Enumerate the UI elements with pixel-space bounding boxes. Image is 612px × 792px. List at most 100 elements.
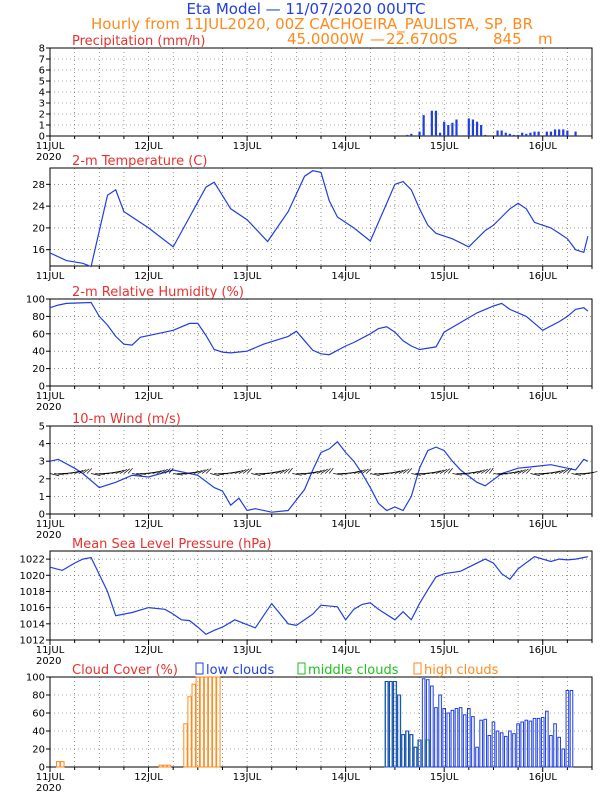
precip-bar: [455, 119, 458, 136]
y-tick-label: 16: [32, 245, 45, 256]
low-clouds-bar: [450, 709, 455, 768]
panel-temperature: 16 20 24 28 11JUL 12JUL 13JUL 14JUL 15JUL 16JUL 2-…: [32, 154, 593, 282]
precip-bar: [475, 121, 479, 136]
low-clouds-bar: [475, 746, 479, 768]
wind-arrow: [132, 473, 142, 476]
year-label: 2020: [36, 656, 61, 667]
y-tick-label: 80: [32, 312, 45, 323]
x-tick-label: 12JUL: [134, 519, 163, 530]
y-tick-label: 60: [32, 329, 45, 340]
wind-arrow: [521, 468, 529, 474]
wind-arrow: [296, 473, 307, 475]
year-label: 2020: [36, 783, 61, 792]
wind-arrow: [173, 473, 183, 476]
high-clouds-bar: [216, 676, 221, 768]
x-tick-label: 12JUL: [134, 391, 163, 402]
wind-arrow: [156, 469, 165, 474]
precip-bar: [516, 134, 520, 136]
x-tick-label: 15JUL: [430, 772, 459, 783]
low-clouds-bar: [491, 721, 496, 768]
x-tick-label: 14JUL: [331, 271, 360, 282]
low-clouds-bar: [512, 733, 516, 768]
wind-arrow: [427, 471, 438, 474]
y-tick-label: 20: [32, 223, 45, 234]
low-clouds-bar: [413, 746, 418, 768]
low-clouds-bar: [557, 736, 561, 768]
x-tick-label: 16JUL: [528, 141, 557, 152]
wind-arrow: [70, 470, 80, 474]
wind-arrow: [115, 469, 125, 474]
wind-arrow: [238, 469, 247, 474]
precip-bar: [508, 133, 511, 136]
panel-title: 10-m Wind (m/s): [72, 412, 181, 427]
y-tick-label: 20: [32, 364, 45, 375]
humidity-line: [49, 301, 589, 356]
y-tick-label: 0: [39, 382, 45, 393]
wind-arrow: [152, 470, 162, 474]
y-tick-label: 2: [39, 474, 45, 485]
wind-arrow: [177, 473, 188, 475]
x-tick-label: 14JUL: [331, 645, 360, 656]
wind-arrow: [435, 469, 445, 474]
y-tick-label: 3: [39, 457, 45, 468]
wind-arrow: [554, 469, 564, 474]
x-tick-label: 11JUL: [36, 645, 65, 656]
precip-bar: [504, 132, 507, 136]
precip-bar: [480, 125, 483, 136]
precip-bar: [512, 134, 516, 136]
x-tick-label: 14JUL: [331, 772, 360, 783]
wind-arrow: [214, 473, 225, 476]
low-clouds-bar: [446, 712, 451, 768]
precip-bar: [422, 115, 425, 136]
wind-arrow: [353, 470, 363, 474]
low-clouds-bar: [565, 690, 570, 768]
precip-bar: [447, 125, 450, 136]
precip-bar: [418, 131, 421, 136]
wind-arrow: [485, 468, 491, 474]
low-clouds-bar: [553, 723, 557, 768]
wind-arrow: [54, 473, 64, 476]
wind-arrow: [148, 471, 159, 474]
y-tick-label: 8: [39, 44, 45, 55]
pressure-line: [49, 556, 589, 636]
wind-arrow: [439, 468, 448, 474]
x-tick-label: 14JUL: [331, 391, 360, 402]
y-tick-label: 0: [39, 763, 45, 774]
wind-arrow: [90, 473, 101, 476]
low-clouds-bar: [520, 721, 524, 768]
y-tick-label: 40: [32, 727, 45, 738]
low-clouds-bar: [524, 719, 529, 768]
wind-arrow: [398, 469, 407, 474]
precip-bar: [525, 133, 528, 136]
elevation-unit: m: [538, 30, 553, 48]
high-clouds-bar: [187, 696, 192, 768]
y-tick-label: 60: [32, 709, 45, 720]
wind-arrow: [86, 468, 93, 474]
low-clouds-bar: [462, 714, 467, 768]
wind-arrow: [456, 473, 467, 475]
y-tick-label: 28: [32, 180, 45, 191]
wind-arrow: [390, 470, 400, 474]
model-title: Eta Model — 11/07/2020 00UTC: [187, 0, 426, 18]
x-tick-label: 12JUL: [134, 141, 163, 152]
location-line: Hourly from 11JUL2020, 00Z CACHOEIRA_PAU…: [91, 15, 533, 34]
y-tick-label: 4: [39, 88, 45, 99]
wind-arrow: [255, 473, 266, 475]
high-clouds-bar: [207, 676, 213, 768]
wind-arrow: [271, 470, 281, 474]
y-tick-label: 2: [39, 110, 45, 121]
low-clouds-bar: [528, 720, 533, 768]
wind-arrow: [370, 473, 380, 477]
y-tick-label: 100: [26, 673, 45, 684]
low-clouds-bar: [561, 748, 566, 768]
low-clouds-bar: [516, 723, 520, 768]
year-label: 2020: [36, 152, 61, 163]
x-tick-label: 13JUL: [233, 391, 262, 402]
wind-arrow: [415, 473, 426, 475]
wind-arrow: [472, 470, 482, 474]
wind-arrow: [234, 469, 244, 474]
legend-label: high clouds: [424, 663, 499, 678]
low-clouds-bar: [438, 694, 442, 768]
low-clouds-bar: [540, 717, 545, 768]
